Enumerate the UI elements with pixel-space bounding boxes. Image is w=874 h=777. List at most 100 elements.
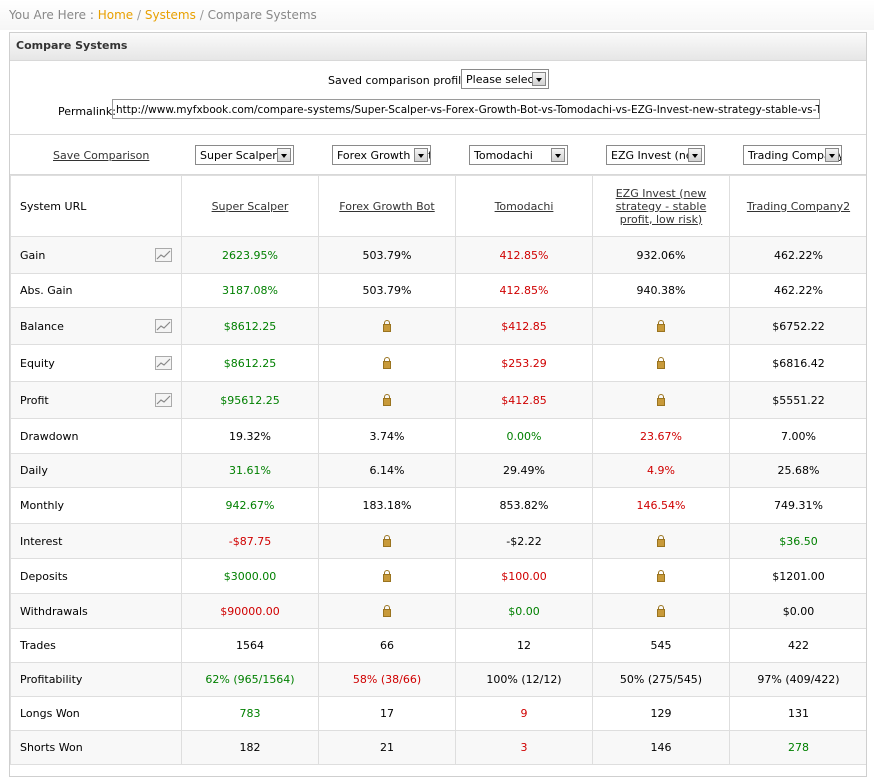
system-link-trading-company2[interactable]: Trading Company2 [746, 199, 851, 213]
metric-value-cell: 545 [592, 628, 730, 663]
system-link-forex-growth-bot[interactable]: Forex Growth Bot [339, 199, 435, 213]
system-link-ezg-invest[interactable]: EZG Invest (new strategy - stable profit… [615, 186, 707, 226]
metric-value-cell: 66 [318, 628, 456, 663]
metric-value: $1201.00 [772, 569, 825, 583]
metric-value: $8612.25 [223, 319, 277, 333]
header-cell: Tomodachi [455, 175, 593, 237]
metric-value: $412.85 [501, 319, 547, 333]
metric-value-cell: 9 [455, 696, 593, 731]
metric-value: 17 [380, 707, 394, 720]
chevron-down-icon [277, 148, 291, 162]
table-header-row: System URL Super Scalper Forex Growth Bo… [10, 175, 866, 237]
table-row: Withdrawals $90000.00 $0.00 $0.00 [10, 593, 866, 629]
metric-value-cell: 3 [455, 730, 593, 765]
metric-value-cell: $3000.00 [181, 558, 319, 594]
metric-value-cell: 503.79% [318, 273, 456, 308]
metric-value: 783 [239, 707, 261, 720]
metric-value: $90000.00 [220, 604, 280, 618]
header-cell: Trading Company2 [729, 175, 866, 237]
metric-value-cell: 942.67% [181, 487, 319, 524]
metric-label-text: Withdrawals [20, 604, 88, 618]
metric-label: Longs Won [10, 696, 182, 731]
metric-label: Shorts Won [10, 730, 182, 765]
metric-value-cell: $0.00 [729, 593, 866, 629]
system-link-super-scalper[interactable]: Super Scalper [211, 199, 289, 213]
metric-value: 50% (275/545) [619, 673, 703, 686]
metric-value-cell [592, 523, 730, 559]
lock-icon [383, 356, 391, 369]
system-select-2[interactable]: Forex Growth Bot [332, 145, 431, 165]
metric-label-text: Balance [20, 319, 64, 333]
metric-value: 7.00% [781, 429, 816, 443]
system-select-value: Tomodachi [474, 149, 533, 162]
metric-value: 100% (12/12) [486, 673, 562, 686]
breadcrumb-systems-link[interactable]: Systems [144, 8, 196, 22]
metric-value: 9 [520, 707, 528, 720]
metric-value-cell: 422 [729, 628, 866, 663]
system-select-value: Trading Company2 [748, 149, 842, 162]
metric-value: 29.49% [503, 464, 545, 477]
metric-value: 503.79% [362, 284, 412, 297]
metric-value: 182 [239, 741, 261, 754]
breadcrumb-prefix: You Are Here : [9, 8, 94, 22]
chevron-down-icon [551, 148, 565, 162]
metric-value-cell: 503.79% [318, 236, 456, 274]
chart-icon[interactable] [155, 248, 172, 262]
table-row: Monthly 942.67% 183.18% 853.82% 146.54% 749.3… [10, 487, 866, 524]
metric-value-cell: 19.32% [181, 418, 319, 454]
compare-systems-panel: Compare Systems Saved comparison profile… [9, 32, 867, 777]
table-row: Longs Won 783 17 9 129 131 [10, 696, 866, 731]
permalink-input[interactable]: http://www.myfxbook.com/compare-systems/… [112, 99, 820, 119]
metric-label-text: Trades [20, 639, 56, 652]
metric-value: $5551.22 [772, 393, 825, 407]
header-cell: EZG Invest (new strategy - stable profit… [592, 175, 730, 237]
metric-value: 146 [650, 741, 672, 754]
system-select-4[interactable]: EZG Invest (new strategy) [606, 145, 705, 165]
system-link-tomodachi[interactable]: Tomodachi [494, 199, 554, 213]
save-comparison-link[interactable]: Save Comparison [53, 149, 150, 162]
table-row: Trades 1564 66 12 545 422 [10, 628, 866, 663]
lock-icon [657, 534, 665, 547]
metric-value: 146.54% [636, 499, 686, 512]
system-url-label: System URL [10, 175, 182, 237]
metric-value-cell: 3.74% [318, 418, 456, 454]
metric-value: 23.67% [640, 429, 682, 443]
lock-icon [657, 604, 665, 617]
chart-icon[interactable] [155, 356, 172, 370]
metric-value: $253.29 [501, 356, 547, 370]
metric-value-cell: $36.50 [729, 523, 866, 559]
metric-label: Balance [10, 307, 182, 345]
metric-value: 66 [380, 639, 394, 652]
system-select-5[interactable]: Trading Company2 [743, 145, 842, 165]
header-cell: Super Scalper [181, 175, 319, 237]
metric-value: 462.22% [774, 248, 823, 262]
metric-value-cell: -$87.75 [181, 523, 319, 559]
table-row: Equity $8612.25 $253.29 $6816.42 [10, 344, 866, 382]
metric-value-cell [592, 344, 730, 382]
metric-value-cell: 462.22% [729, 236, 866, 274]
system-select-value: Super Scalper [200, 149, 277, 162]
metric-value-cell [318, 558, 456, 594]
lock-icon [383, 319, 391, 332]
profiles-select[interactable]: Please select [461, 69, 549, 89]
system-select-value: Forex Growth Bot [337, 149, 431, 162]
profiles-select-value: Please select [466, 73, 538, 86]
metric-value: 0.00% [506, 429, 542, 443]
metric-value-cell: 0.00% [455, 418, 593, 454]
chart-icon[interactable] [155, 319, 172, 333]
breadcrumb-separator: / [199, 8, 204, 22]
metric-value: 4.9% [647, 464, 675, 477]
system-select-3[interactable]: Tomodachi [469, 145, 568, 165]
metric-value: 62% (965/1564) [205, 673, 295, 686]
metric-label-text: Gain [20, 248, 46, 262]
metric-value-cell [318, 381, 456, 419]
system-selectors-row: Save Comparison Super Scalper Forex Grow… [10, 135, 866, 175]
system-select-1[interactable]: Super Scalper [195, 145, 294, 165]
metric-value: -$87.75 [228, 534, 272, 548]
table-row: Balance $8612.25 $412.85 $6752.22 [10, 307, 866, 345]
metric-value-cell: $0.00 [455, 593, 593, 629]
chart-icon[interactable] [155, 393, 172, 407]
table-row: Abs. Gain 3187.08% 503.79% 412.85% 940.38% 46… [10, 273, 866, 308]
breadcrumb-home-link[interactable]: Home [97, 8, 134, 22]
metric-value-cell: 17 [318, 696, 456, 731]
